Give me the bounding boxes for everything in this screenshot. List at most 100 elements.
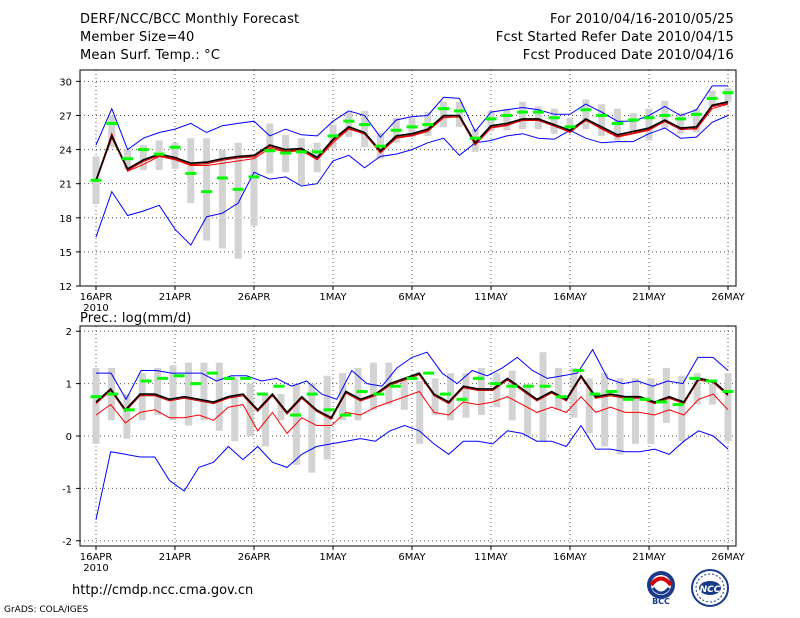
ensemble-box (582, 99, 590, 130)
median-marker (157, 376, 169, 380)
median-marker (339, 413, 351, 417)
variable-label: Mean Surf. Temp.: °C (80, 48, 221, 63)
ensemble-box (231, 378, 239, 442)
ensemble-box (369, 362, 377, 410)
y-tick-label: 21 (59, 180, 72, 191)
median-marker (506, 384, 518, 388)
ensemble-box (566, 117, 574, 132)
max-line (96, 348, 729, 401)
median-marker (655, 400, 667, 404)
bcc-logo: BCC (640, 568, 682, 606)
source-url[interactable]: http://cmdp.ncc.cma.gov.cn (72, 583, 254, 598)
median-marker (489, 382, 501, 386)
ensemble-box (724, 373, 732, 442)
x-tick-label: 21MAY (632, 552, 666, 563)
x-tick-label: 6MAY (398, 292, 426, 303)
median-marker (453, 109, 465, 113)
mean-shadow-line (95, 102, 729, 183)
median-marker (438, 107, 450, 111)
median-marker (532, 110, 544, 114)
ensemble-box (677, 113, 685, 134)
min-line (95, 115, 729, 246)
median-marker (232, 187, 244, 191)
median-marker (439, 392, 451, 396)
y-tick-label: 2 (66, 327, 72, 338)
median-marker (522, 384, 534, 388)
median-marker (627, 118, 639, 122)
x-tick-label: 21APR (159, 292, 192, 303)
median-marker (643, 116, 655, 120)
ensemble-box (169, 365, 177, 421)
ensemble-box (92, 367, 100, 444)
median-marker (622, 397, 634, 401)
ensemble-box (692, 108, 700, 133)
plot-frame (79, 325, 737, 547)
median-marker (206, 371, 218, 375)
median-marker (690, 112, 702, 116)
median-marker (390, 128, 402, 132)
x-tick-label: 1MAY (319, 552, 347, 563)
median-marker (201, 190, 213, 194)
median-marker (501, 113, 513, 117)
ensemble-box (645, 108, 653, 141)
x-tick-label: 16APR (80, 292, 113, 303)
ensemble-box (534, 106, 542, 130)
ensemble-box (455, 101, 463, 127)
y-tick-label: 15 (59, 248, 72, 259)
x-tick-label: 21MAY (632, 292, 666, 303)
median-marker (580, 108, 592, 112)
low-line (95, 103, 729, 181)
median-marker (564, 125, 576, 129)
ensemble-box (693, 373, 701, 405)
ensemble-box (471, 129, 479, 152)
x-tick-label: 26MAY (711, 552, 745, 563)
x-tick-label: 11MAY (474, 292, 508, 303)
ncc-logo: NCC (688, 568, 732, 608)
median-marker (539, 384, 551, 388)
median-marker (589, 392, 601, 396)
median-marker (406, 125, 418, 129)
x-tick-label: 26MAY (711, 292, 745, 303)
median-marker (223, 376, 235, 380)
x-year-label: 2010 (83, 563, 108, 574)
ensemble-box (308, 383, 316, 473)
ensemble-box (139, 145, 147, 171)
median-marker (185, 171, 197, 175)
ensemble-box (440, 101, 448, 127)
median-marker (107, 392, 119, 396)
precip-variable-label: Prec.: log(mm/d) (80, 311, 192, 326)
median-marker (422, 123, 434, 127)
ensemble-box (187, 138, 195, 204)
ensemble-box (215, 362, 223, 431)
max-line (95, 85, 728, 151)
y-tick-label: 24 (59, 146, 72, 157)
ensemble-box (462, 373, 470, 418)
median-marker (359, 123, 371, 127)
ensemble-box (550, 108, 558, 134)
x-tick-label: 11MAY (474, 552, 508, 563)
ensemble-box (123, 394, 131, 439)
y-tick-label: -2 (62, 537, 72, 548)
median-marker (306, 392, 318, 396)
grads-credit: GrADS: COLA/IGES (4, 605, 89, 615)
y-tick-label: 27 (59, 111, 72, 122)
median-marker (90, 178, 102, 182)
forecast-period-label: For 2010/04/16-2010/05/25 (550, 12, 734, 27)
median-marker (485, 117, 497, 121)
y-tick-label: -1 (62, 484, 72, 495)
median-marker (423, 371, 435, 375)
median-marker (639, 397, 651, 401)
ensemble-box (246, 383, 254, 436)
mean-line (95, 372, 729, 419)
median-marker (672, 403, 684, 407)
y-tick-label: 30 (59, 77, 72, 88)
ensemble-box (108, 115, 116, 148)
y-tick-label: 18 (59, 214, 72, 225)
median-marker (373, 392, 385, 396)
x-tick-label: 21APR (159, 552, 192, 563)
median-marker (216, 176, 228, 180)
ensemble-box (203, 138, 211, 241)
median-marker (556, 395, 568, 399)
median-marker (153, 152, 165, 156)
